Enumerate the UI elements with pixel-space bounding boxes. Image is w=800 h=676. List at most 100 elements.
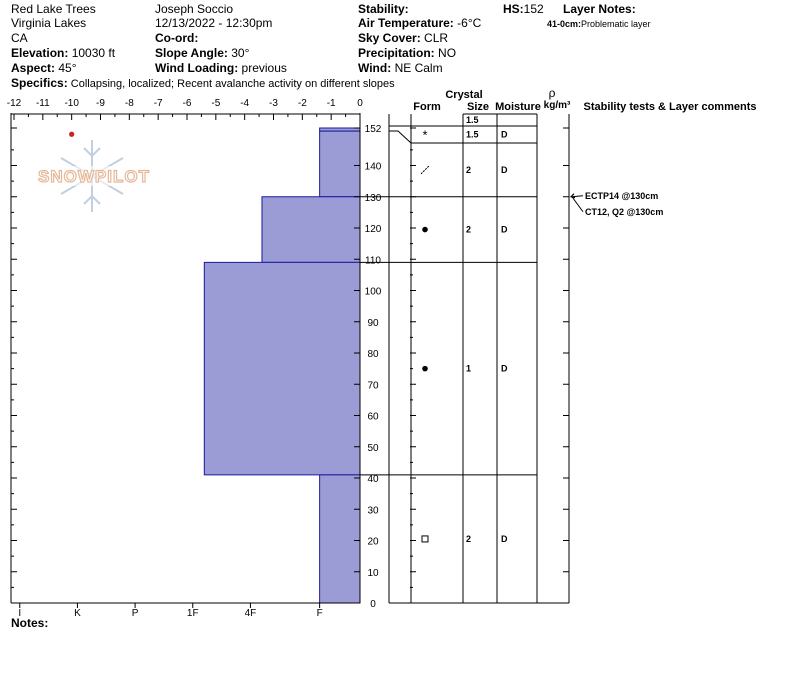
region: Virginia Lakes xyxy=(11,16,87,30)
wind-label: Wind: xyxy=(358,61,392,75)
temperature-point xyxy=(69,131,75,137)
depth-label: 90 xyxy=(367,318,379,329)
depth-label: 80 xyxy=(367,349,379,360)
grain-form-decomposed-icon xyxy=(420,165,430,175)
grain-moisture: D xyxy=(501,534,508,544)
depth-label: 152 xyxy=(365,124,382,135)
temp-tick-label: -2 xyxy=(298,98,307,109)
hardness-label: F xyxy=(317,608,323,619)
size-header: Size xyxy=(467,101,489,113)
coord-label: Co-ord: xyxy=(155,31,199,45)
precip-value: NO xyxy=(438,46,457,60)
depth-label: 60 xyxy=(367,412,379,423)
layer-note-text: Problematic layer xyxy=(581,19,651,29)
layer-note-range: 41-0cm: xyxy=(547,19,582,29)
wind-value: NE Calm xyxy=(394,61,443,75)
hardness-label: K xyxy=(74,608,81,619)
temp-tick-label: -7 xyxy=(154,98,163,109)
temperature-ticks: -12 -11 -10 -9 -8 -7 -6 -5 -4 -3 -2 -1 0 xyxy=(7,98,363,120)
hs-label: HS: xyxy=(503,2,524,16)
hardness-layer-3 xyxy=(203,261,361,476)
temp-tick-label: -5 xyxy=(211,98,220,109)
stability-test-label: ECTP14 @130cm xyxy=(585,191,658,201)
grain-form-precip-icon: * xyxy=(422,128,427,143)
wind-loading-value: previous xyxy=(241,61,287,75)
moisture-header: Moisture xyxy=(495,101,541,113)
elevation-value: 10030 ft xyxy=(71,46,116,60)
hardness-label: I xyxy=(18,608,21,619)
sky-value: CLR xyxy=(424,31,449,45)
grain-moisture: D xyxy=(501,225,508,235)
temp-tick-label: -10 xyxy=(64,98,79,109)
depth-label: 30 xyxy=(367,505,379,516)
hardness-layers xyxy=(203,127,361,604)
depth-label: 40 xyxy=(367,474,379,485)
grain-size: 1.5 xyxy=(466,130,479,140)
depth-label: 140 xyxy=(365,162,382,173)
form-header: Form xyxy=(413,101,441,113)
grain-size: 2 xyxy=(466,165,471,175)
grain-moisture: D xyxy=(501,165,508,175)
hardness-layer-1 xyxy=(319,130,361,198)
logo-backdrop xyxy=(34,166,154,186)
temp-tick-label: -1 xyxy=(327,98,336,109)
precip-label: Precipitation: xyxy=(358,46,435,60)
aspect-value: 45° xyxy=(58,61,77,75)
specifics: Specifics: Collapsing, localized; Recent… xyxy=(11,76,395,91)
depth-label: 120 xyxy=(365,224,382,235)
hs-value: 152 xyxy=(523,2,544,16)
hardness-ticks: I K P 1F 4F F xyxy=(18,603,323,619)
slope-label: Slope Angle: xyxy=(155,46,228,60)
stability-label: Stability: xyxy=(358,2,409,16)
grain-size: 2 xyxy=(466,534,471,544)
wind: Wind: NE Calm xyxy=(358,61,443,75)
temp-tick-label: 0 xyxy=(357,98,363,109)
temp-tick-label: -8 xyxy=(125,98,134,109)
notes-label: Notes: xyxy=(11,616,49,630)
depth-label: 70 xyxy=(367,380,379,391)
air-temperature: Air Temperature: -6°C xyxy=(358,16,481,30)
specifics-label: Specifics: xyxy=(11,76,68,90)
depth-label: 20 xyxy=(367,537,379,548)
depth-label: 10 xyxy=(367,568,379,579)
wind-loading-label: Wind Loading: xyxy=(155,61,239,75)
test-arrow-icon xyxy=(570,193,576,199)
stability-tests: ECTP14 @130cm CT12, Q2 @130cm xyxy=(570,191,663,217)
air-temp-label: Air Temperature: xyxy=(358,16,454,30)
hardness-label: 4F xyxy=(245,608,257,619)
stability-test-label: CT12, Q2 @130cm xyxy=(585,207,663,217)
temp-tick-label: -12 xyxy=(7,98,22,109)
hardness-label: 1F xyxy=(187,608,199,619)
layer-table: 1.5 * 1.5 D 2 D 2 D 1 D 2 D xyxy=(360,113,570,604)
slope-angle: Slope Angle: 30° xyxy=(155,46,249,60)
depth-label: 50 xyxy=(367,443,379,454)
layer-notes-label: Layer Notes: xyxy=(563,2,636,16)
hs: HS:152 xyxy=(503,2,544,16)
snowpilot-logo: SNOWPILOT xyxy=(38,167,150,186)
sky-cover: Sky Cover: CLR xyxy=(358,31,448,45)
temp-tick-label: -3 xyxy=(269,98,278,109)
grain-form-rounded-icon xyxy=(422,226,428,233)
crystal-header: Crystal xyxy=(445,89,482,101)
layer-boundary-connector xyxy=(389,130,412,144)
datetime: 12/13/2022 - 12:30pm xyxy=(155,16,273,30)
depth-label: 110 xyxy=(365,255,381,266)
observer: Joseph Soccio xyxy=(155,2,234,16)
grain-form-rounded-icon xyxy=(422,365,428,372)
air-temp-value: -6°C xyxy=(457,16,482,30)
location: Red Lake Trees xyxy=(11,2,96,16)
wind-loading: Wind Loading: previous xyxy=(155,61,287,75)
aspect: Aspect: 45° xyxy=(11,61,77,75)
aspect-label: Aspect: xyxy=(11,61,56,75)
depth-label: 100 xyxy=(365,287,382,298)
grain-size: 2 xyxy=(466,225,471,235)
density-unit: kg/m³ xyxy=(544,100,571,111)
hardness-layer-4 xyxy=(319,474,361,604)
grain-moisture: D xyxy=(501,130,508,140)
hardness-label: P xyxy=(132,608,139,619)
sky-label: Sky Cover: xyxy=(358,31,421,45)
elevation: Elevation: 10030 ft xyxy=(11,46,115,60)
hardness-layer-2 xyxy=(261,196,361,263)
slope-value: 30° xyxy=(231,46,250,60)
